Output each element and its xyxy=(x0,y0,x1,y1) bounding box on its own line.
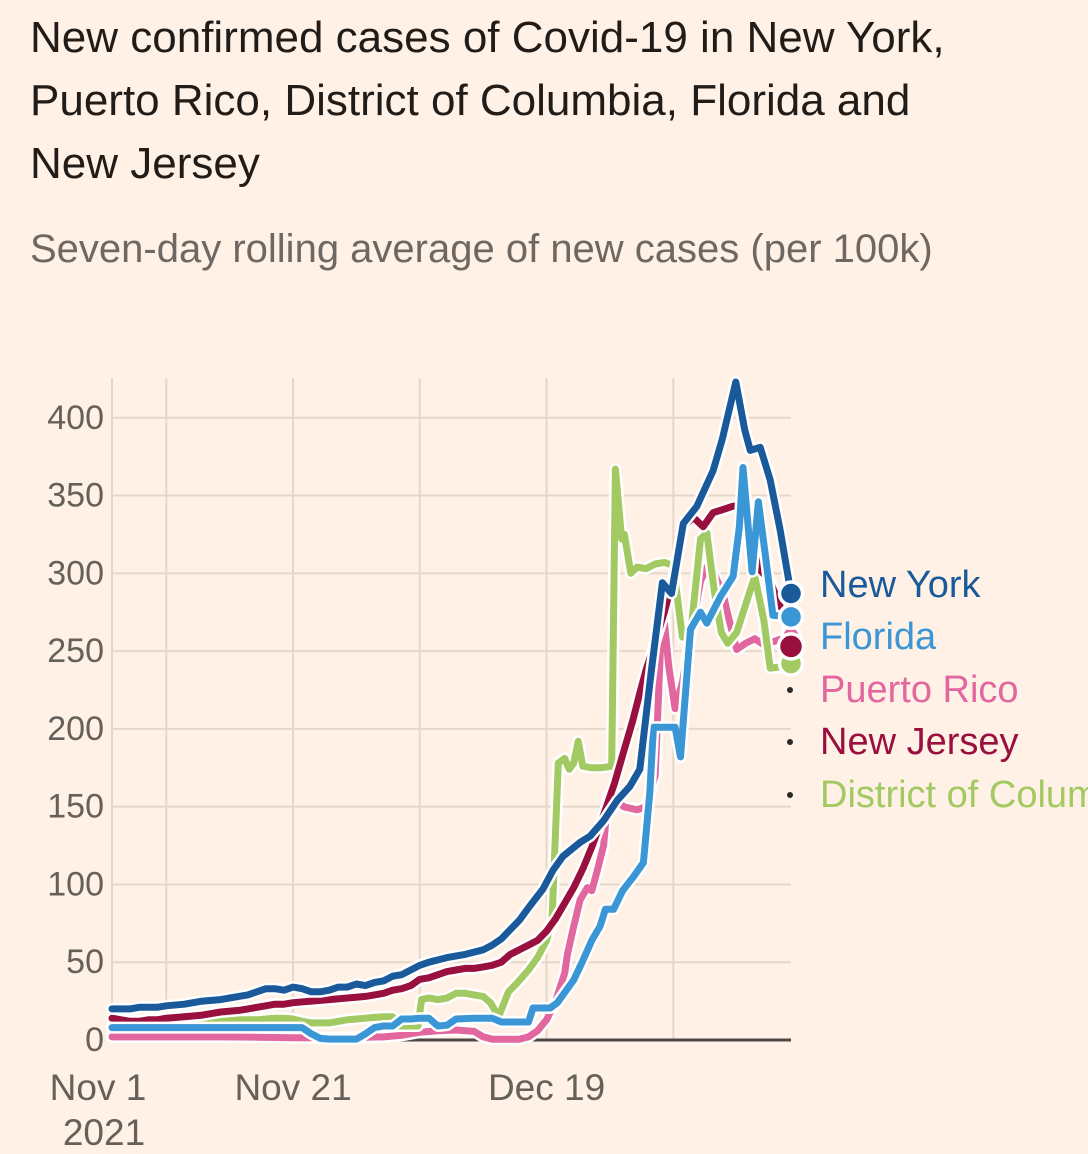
y-axis-tick-label: 350 xyxy=(47,477,104,515)
legend-leader-dot-district-of-columbia xyxy=(787,792,793,798)
series-line-halo-district-of-columbia xyxy=(106,463,797,1032)
end-dot-florida xyxy=(777,603,805,631)
legend-label-district-of-columbia: District of Columbia xyxy=(820,774,1088,816)
chart-title-line: Puerto Rico, District of Columbia, Flori… xyxy=(30,76,911,125)
chart-title-line: New Jersey xyxy=(30,139,260,188)
legend-leader-dot-puerto-rico xyxy=(787,687,793,693)
y-axis-tick-label: 100 xyxy=(47,865,104,903)
legend-label-florida: Florida xyxy=(820,616,937,658)
legend-label-new-jersey: New Jersey xyxy=(820,721,1019,763)
series-line-halo-new-jersey xyxy=(106,498,797,1028)
x-axis-year-label: 2021 xyxy=(63,1112,145,1153)
chart-subtitle: Seven-day rolling average of new cases (… xyxy=(30,227,933,271)
y-axis-tick-label: 250 xyxy=(47,632,104,670)
y-axis-tick-label: 300 xyxy=(47,554,104,592)
x-axis-tick-label: Nov 21 xyxy=(234,1067,351,1108)
legend-label-new-york: New York xyxy=(820,564,982,606)
legend-leader-dot-new-jersey xyxy=(787,739,793,745)
y-axis-tick-label: 50 xyxy=(66,943,104,981)
y-axis-tick-label: 200 xyxy=(47,710,104,748)
chart-title-line: New confirmed cases of Covid-19 in New Y… xyxy=(30,13,945,62)
series-line-new-jersey xyxy=(108,501,795,1025)
y-axis-tick-label: 400 xyxy=(47,399,104,437)
end-dot-new-jersey xyxy=(776,632,806,661)
series-line-district-of-columbia xyxy=(108,465,795,1030)
y-axis-tick-label: 150 xyxy=(47,788,104,826)
y-axis-tick-label: 0 xyxy=(85,1021,104,1059)
series-line-new-york xyxy=(108,378,795,1013)
series-line-florida xyxy=(108,464,795,1043)
x-axis-tick-label: Nov 1 xyxy=(50,1067,147,1108)
chart-title: New confirmed cases of Covid-19 in New Y… xyxy=(30,6,945,195)
end-dot-new-york xyxy=(777,580,805,607)
legend-label-puerto-rico: Puerto Rico xyxy=(820,669,1019,711)
x-axis-tick-label: Dec 19 xyxy=(488,1067,605,1108)
